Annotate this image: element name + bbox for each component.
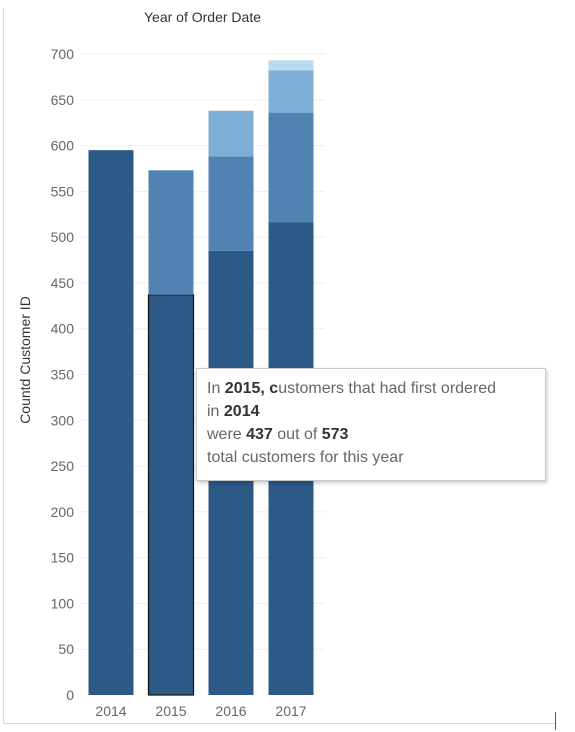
y-tick-label: 500 xyxy=(51,229,75,245)
bar-2015-segment-2[interactable] xyxy=(148,170,194,295)
bars xyxy=(88,60,314,696)
frame-left-border xyxy=(3,8,4,724)
y-tick-label: 0 xyxy=(66,687,74,703)
y-tick-label: 600 xyxy=(51,138,75,154)
x-axis-ticks: 2014 2015 2016 2017 xyxy=(95,703,306,719)
y-tick-label: 250 xyxy=(51,458,75,474)
bar-2017-segment-4[interactable] xyxy=(268,60,314,71)
bar-2017-segment-3[interactable] xyxy=(268,70,314,113)
y-axis-ticks: 0 50 100 150 200 250 300 350 400 450 500 550 600 650 7… xyxy=(51,46,75,703)
x-tick-label: 2016 xyxy=(215,703,246,719)
chart-title: Year of Order Date xyxy=(144,9,261,25)
y-tick-label: 450 xyxy=(51,275,75,291)
y-tick-label: 300 xyxy=(51,412,75,428)
tooltip-line-4: total customers for this year xyxy=(207,449,404,466)
y-tick-label: 50 xyxy=(58,641,74,657)
y-tick-label: 700 xyxy=(51,46,75,62)
bar-2016-segment-3[interactable] xyxy=(208,110,254,157)
tooltip-line-3: were 437 out of 573 xyxy=(207,426,349,443)
bar-2017-segment-2[interactable] xyxy=(268,112,314,223)
x-tick-label: 2015 xyxy=(155,703,186,719)
tooltip: In 2015, customers that had first ordere… xyxy=(196,368,546,481)
bar-2014-segment-1[interactable] xyxy=(88,150,134,695)
frame-bottom-border xyxy=(3,723,555,724)
x-tick-label: 2017 xyxy=(275,703,306,719)
x-tick-label: 2014 xyxy=(95,703,126,719)
bar-2016-segment-2[interactable] xyxy=(208,156,254,251)
y-tick-label: 550 xyxy=(51,183,75,199)
y-tick-label: 150 xyxy=(51,550,75,566)
y-tick-label: 100 xyxy=(51,595,75,611)
resize-handle[interactable] xyxy=(555,712,556,730)
tooltip-line-2: in 2014 xyxy=(207,403,260,420)
y-tick-label: 200 xyxy=(51,504,75,520)
y-tick-label: 350 xyxy=(51,367,75,383)
y-tick-label: 400 xyxy=(51,321,75,337)
y-tick-label: 650 xyxy=(51,92,75,108)
tooltip-line-1: In 2015, customers that had first ordere… xyxy=(207,380,497,397)
bar-2015-segment-1[interactable] xyxy=(147,294,195,696)
